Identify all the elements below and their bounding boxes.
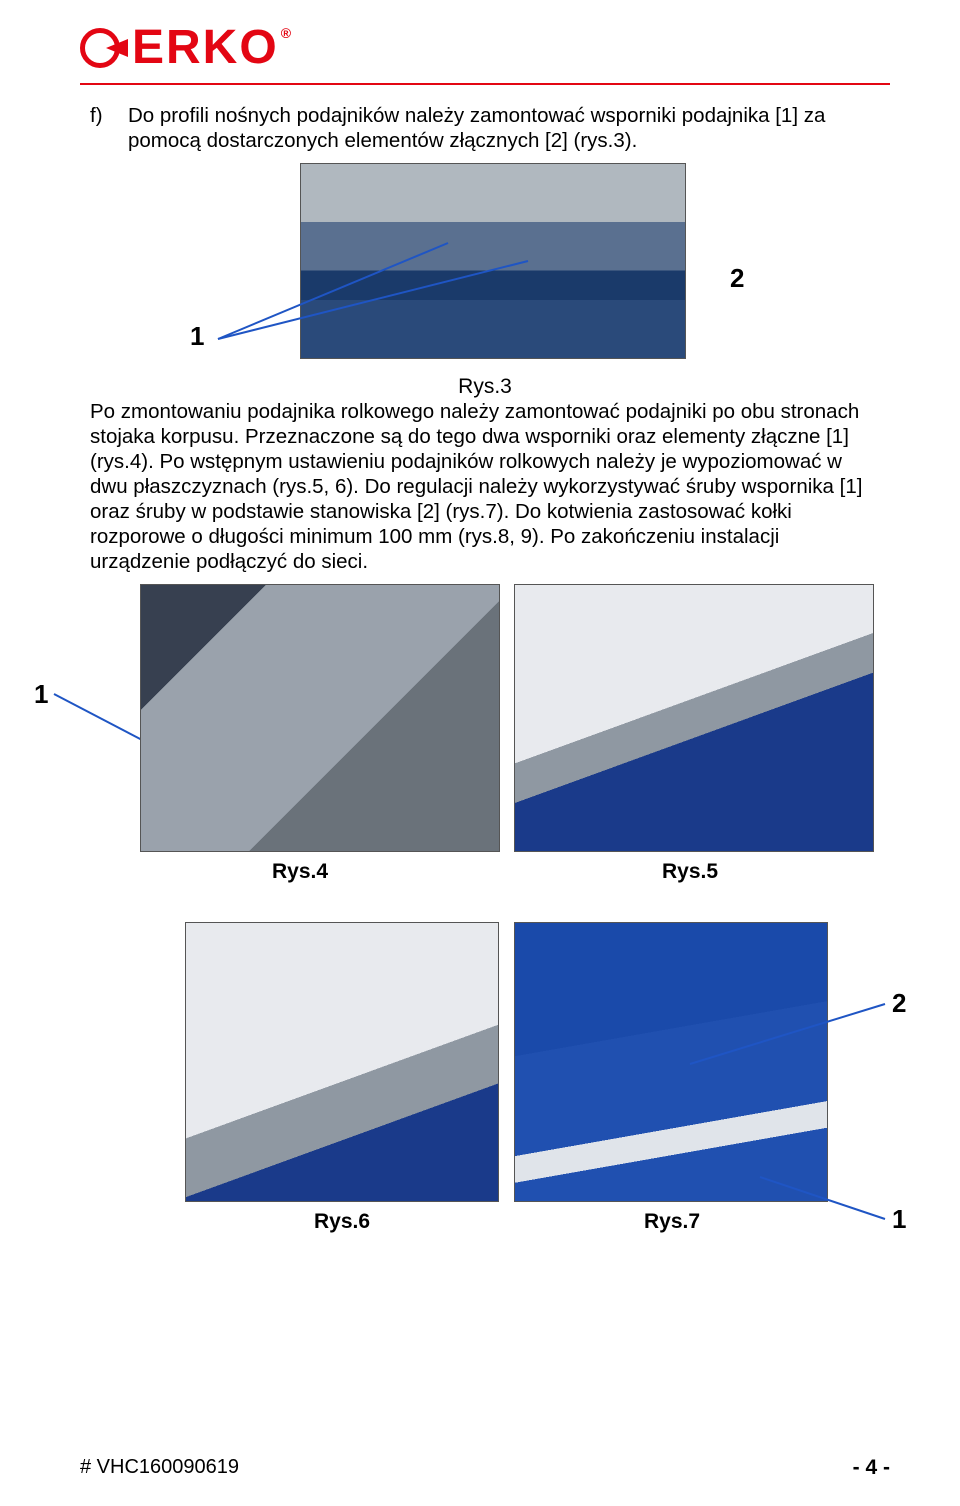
- list-text: Do profili nośnych podajników należy zam…: [128, 103, 880, 153]
- figure-4-image: [140, 584, 500, 852]
- figure-6-caption: Rys.6: [185, 1210, 499, 1234]
- figure-6-7-block: 2 1 Rys.6 Rys.7: [90, 922, 880, 1252]
- registered-mark: ®: [281, 26, 293, 40]
- page-footer: # VHC160090619 - 4 -: [80, 1456, 890, 1480]
- figure-4-caption: Rys.4: [90, 860, 510, 884]
- figure-3-caption: Rys.3: [90, 375, 880, 399]
- list-item-f: f) Do profili nośnych podajników należy …: [90, 103, 880, 153]
- fig7-callout-1: 1: [892, 1204, 906, 1235]
- figure-3-image: [300, 163, 686, 359]
- figure-7-caption: Rys.7: [515, 1210, 829, 1234]
- figure-3-block: 1 2: [90, 163, 880, 373]
- figure-6-image: [185, 922, 499, 1202]
- fig4-callout-1: 1: [34, 679, 48, 710]
- fig45-caption-row: Rys.4 Rys.5: [90, 860, 880, 884]
- logo-swirl-icon: [80, 24, 128, 72]
- header-rule: [80, 83, 890, 85]
- brand-logo: ERKO ®: [80, 20, 890, 75]
- page-number: - 4 -: [853, 1456, 890, 1480]
- fig3-callout-2: 2: [730, 263, 744, 294]
- list-marker: f): [90, 103, 128, 153]
- figure-5-caption: Rys.5: [510, 860, 870, 884]
- document-id: # VHC160090619: [80, 1456, 239, 1480]
- fig67-caption-row: Rys.6 Rys.7: [90, 1210, 880, 1234]
- fig3-callout-1: 1: [190, 321, 204, 352]
- figure-5-image: [514, 584, 874, 852]
- figure-4-5-block: 1 Rys.4 Rys.5: [90, 584, 880, 894]
- brand-name-text: ERKO: [132, 24, 279, 72]
- figure-7-image: [514, 922, 828, 1202]
- fig7-callout-2: 2: [892, 988, 906, 1019]
- brand-name: ERKO ®: [132, 24, 293, 72]
- main-paragraph: Po zmontowaniu podajnika rolkowego należ…: [90, 399, 880, 574]
